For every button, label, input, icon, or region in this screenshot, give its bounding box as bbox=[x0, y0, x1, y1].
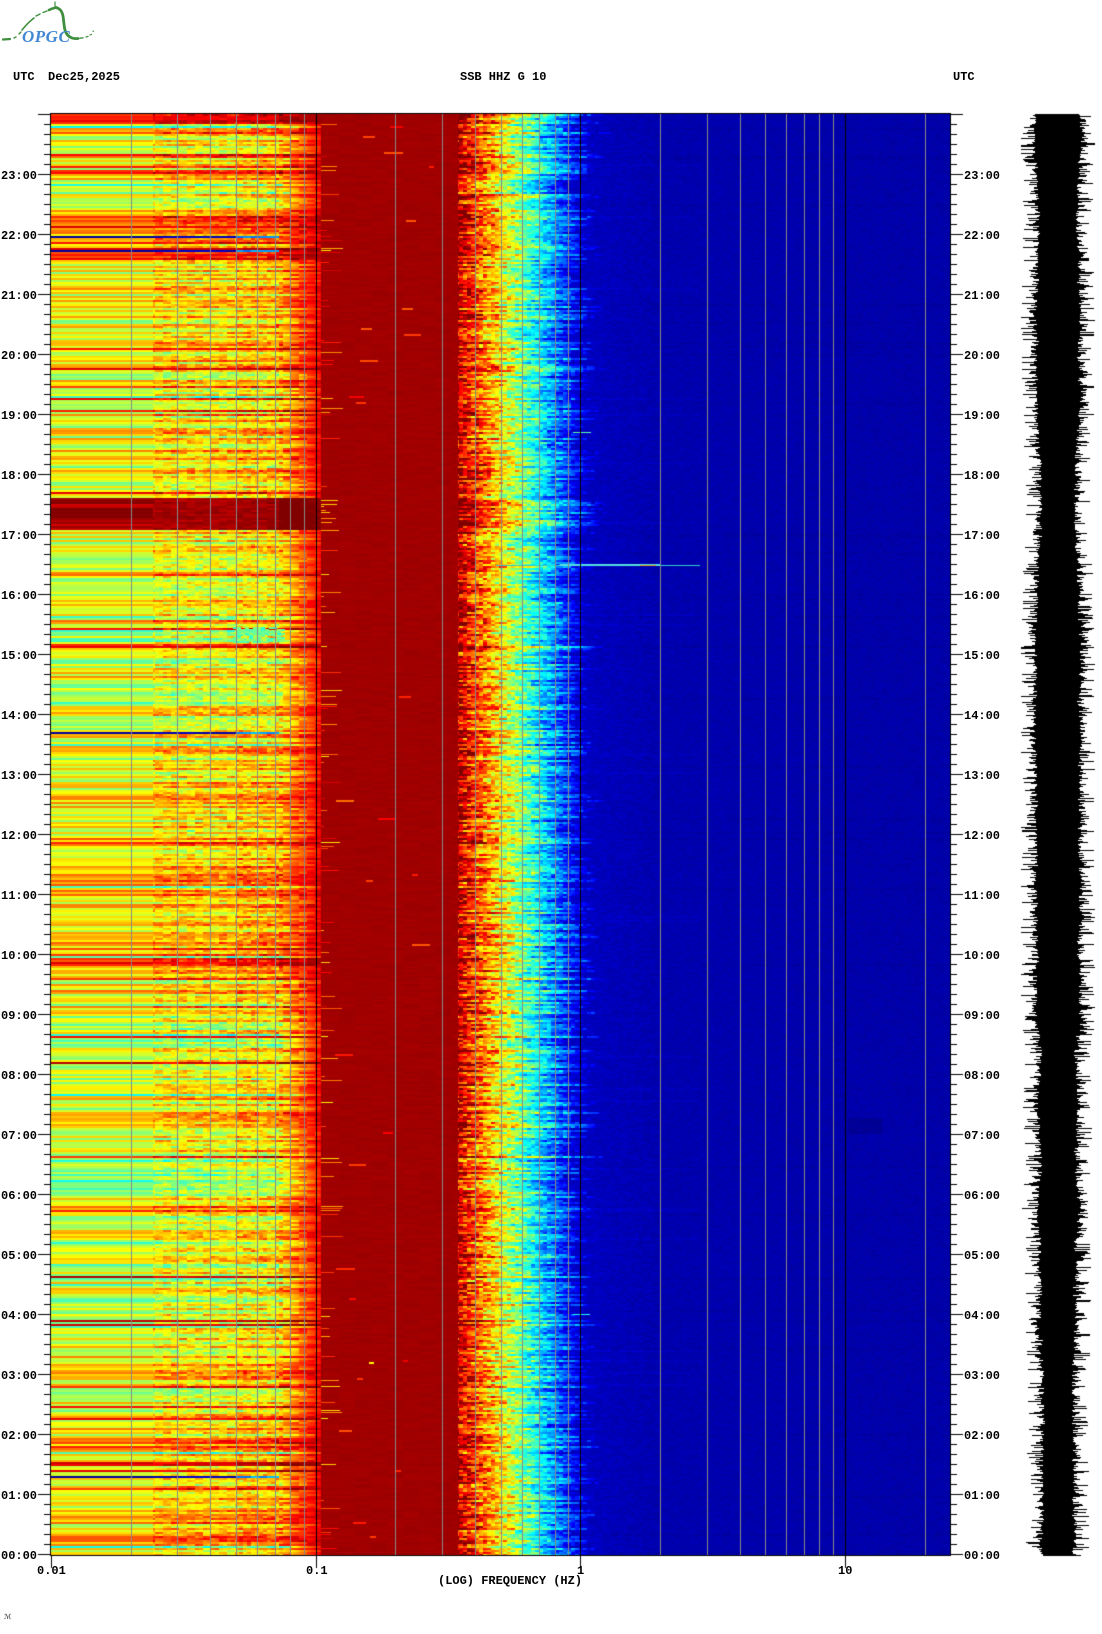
svg-text:OPGC: OPGC bbox=[22, 27, 70, 46]
